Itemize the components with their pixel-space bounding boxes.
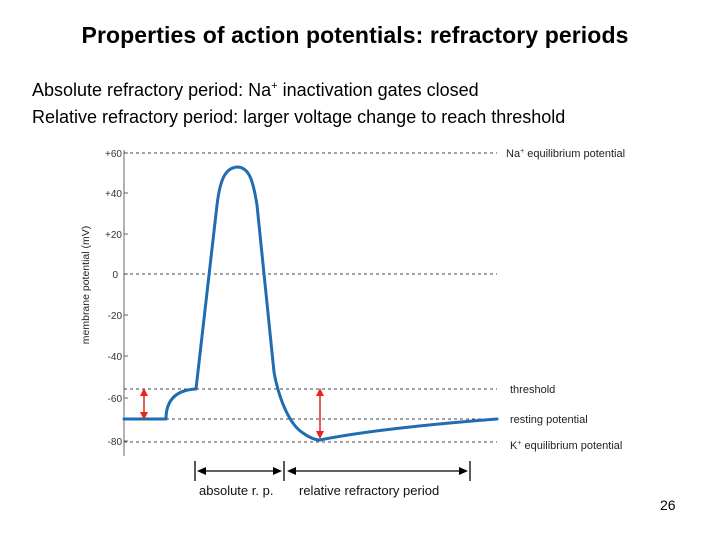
y-tick-label: +40 bbox=[105, 189, 122, 200]
y-tick-label: -20 bbox=[108, 311, 123, 322]
reference-lines bbox=[124, 152, 497, 443]
absolute-line-prefix: Absolute refractory period: Na bbox=[32, 80, 272, 100]
k-equilibrium-label: K+ equilibrium potential bbox=[510, 440, 622, 452]
y-tick-label: +20 bbox=[105, 230, 122, 241]
y-axis-label: membrane potential (mV) bbox=[80, 226, 92, 344]
y-tick-label: -40 bbox=[108, 352, 123, 363]
threshold-label: threshold bbox=[510, 384, 555, 396]
y-tick-label: -60 bbox=[108, 394, 123, 405]
absolute-line-suffix: inactivation gates closed bbox=[277, 80, 479, 100]
refractory-brackets bbox=[194, 461, 471, 481]
page-title: Properties of action potentials: refract… bbox=[81, 22, 629, 48]
y-tick-label: +60 bbox=[105, 149, 122, 160]
absolute-line-sup: + bbox=[271, 80, 278, 92]
absolute-refractory-label: absolute r. p. bbox=[199, 483, 273, 498]
relative-refractory-label: relative refractory period bbox=[299, 483, 439, 498]
relative-refractory-line: Relative refractory period: larger volta… bbox=[32, 107, 566, 127]
threshold-arrow-left bbox=[140, 388, 148, 420]
page-number: 26 bbox=[660, 497, 676, 513]
action-potential-trace bbox=[122, 165, 499, 442]
y-axis-ticks bbox=[124, 152, 128, 442]
threshold-arrow-right bbox=[316, 388, 324, 439]
y-tick-label: 0 bbox=[112, 270, 118, 281]
na-equilibrium-label: Na+ equilibrium potential bbox=[506, 148, 625, 160]
y-tick-label: -80 bbox=[108, 437, 123, 448]
absolute-refractory-line: Absolute refractory period: Na+ inactiva… bbox=[32, 80, 479, 101]
resting-potential-label: resting potential bbox=[510, 414, 588, 426]
